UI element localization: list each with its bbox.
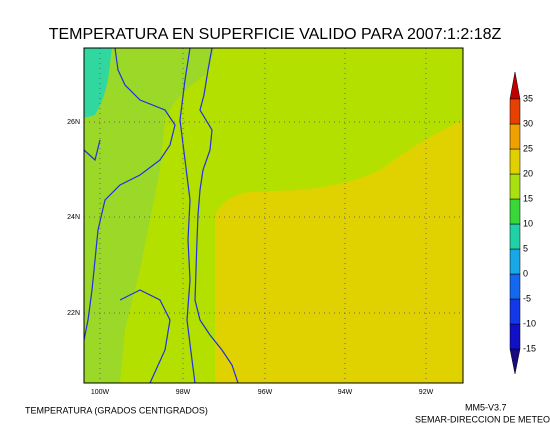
colorbar-segment bbox=[509, 148, 521, 175]
lon-label: 98W bbox=[176, 389, 191, 396]
colorbar-segment bbox=[509, 98, 521, 125]
colorbar-segment bbox=[509, 123, 521, 150]
colorbar-segment bbox=[509, 173, 521, 200]
cool-region bbox=[84, 48, 112, 118]
footer-right-top: MM5-V3.7 bbox=[465, 402, 507, 412]
colorbar-segment bbox=[509, 223, 521, 250]
colorbar-segment bbox=[509, 198, 521, 225]
colorbar-label: 0 bbox=[523, 268, 528, 278]
lon-label: 96W bbox=[258, 389, 273, 396]
colorbar-label: 25 bbox=[523, 143, 533, 153]
warm-region bbox=[215, 120, 463, 383]
footer-right-bottom: SEMAR-DIRECCION DE METEO bbox=[415, 414, 550, 424]
colorbar-segment bbox=[509, 323, 521, 350]
colorbar-arrow-high bbox=[509, 71, 521, 100]
colorbar-segment bbox=[509, 273, 521, 300]
colorbar-label: -15 bbox=[523, 343, 536, 353]
colorbar-label: 20 bbox=[523, 168, 533, 178]
map-frame bbox=[83, 47, 464, 384]
mild-region bbox=[84, 48, 215, 383]
lat-label: 24N bbox=[67, 214, 80, 221]
colorbar-label: -5 bbox=[523, 293, 531, 303]
colorbar-segment bbox=[509, 298, 521, 325]
colorbar-label: 10 bbox=[523, 218, 533, 228]
lon-label: 92W bbox=[419, 389, 434, 396]
map bbox=[83, 47, 464, 384]
colorbar-label: 30 bbox=[523, 118, 533, 128]
graticule bbox=[84, 48, 463, 383]
colorbar-segment bbox=[509, 248, 521, 275]
lat-label: 26N bbox=[67, 119, 80, 126]
coastlines bbox=[83, 47, 239, 384]
colorbar-label: -10 bbox=[523, 318, 536, 328]
colorbar: -15 -10 -5 0 5 10 15 20 25 30 35 bbox=[509, 71, 536, 375]
colorbar-arrow-low bbox=[509, 348, 521, 375]
colorbar-label: 15 bbox=[523, 193, 533, 203]
lon-label: 94W bbox=[338, 389, 353, 396]
colorbar-label: 35 bbox=[523, 93, 533, 103]
lat-label: 22N bbox=[67, 310, 80, 317]
lon-label: 100W bbox=[91, 389, 110, 396]
footer-left: TEMPERATURA (GRADOS CENTIGRADOS) bbox=[25, 405, 208, 415]
title: TEMPERATURA EN SUPERFICIE VALIDO PARA 20… bbox=[49, 26, 502, 43]
colorbar-label: 5 bbox=[523, 243, 528, 253]
